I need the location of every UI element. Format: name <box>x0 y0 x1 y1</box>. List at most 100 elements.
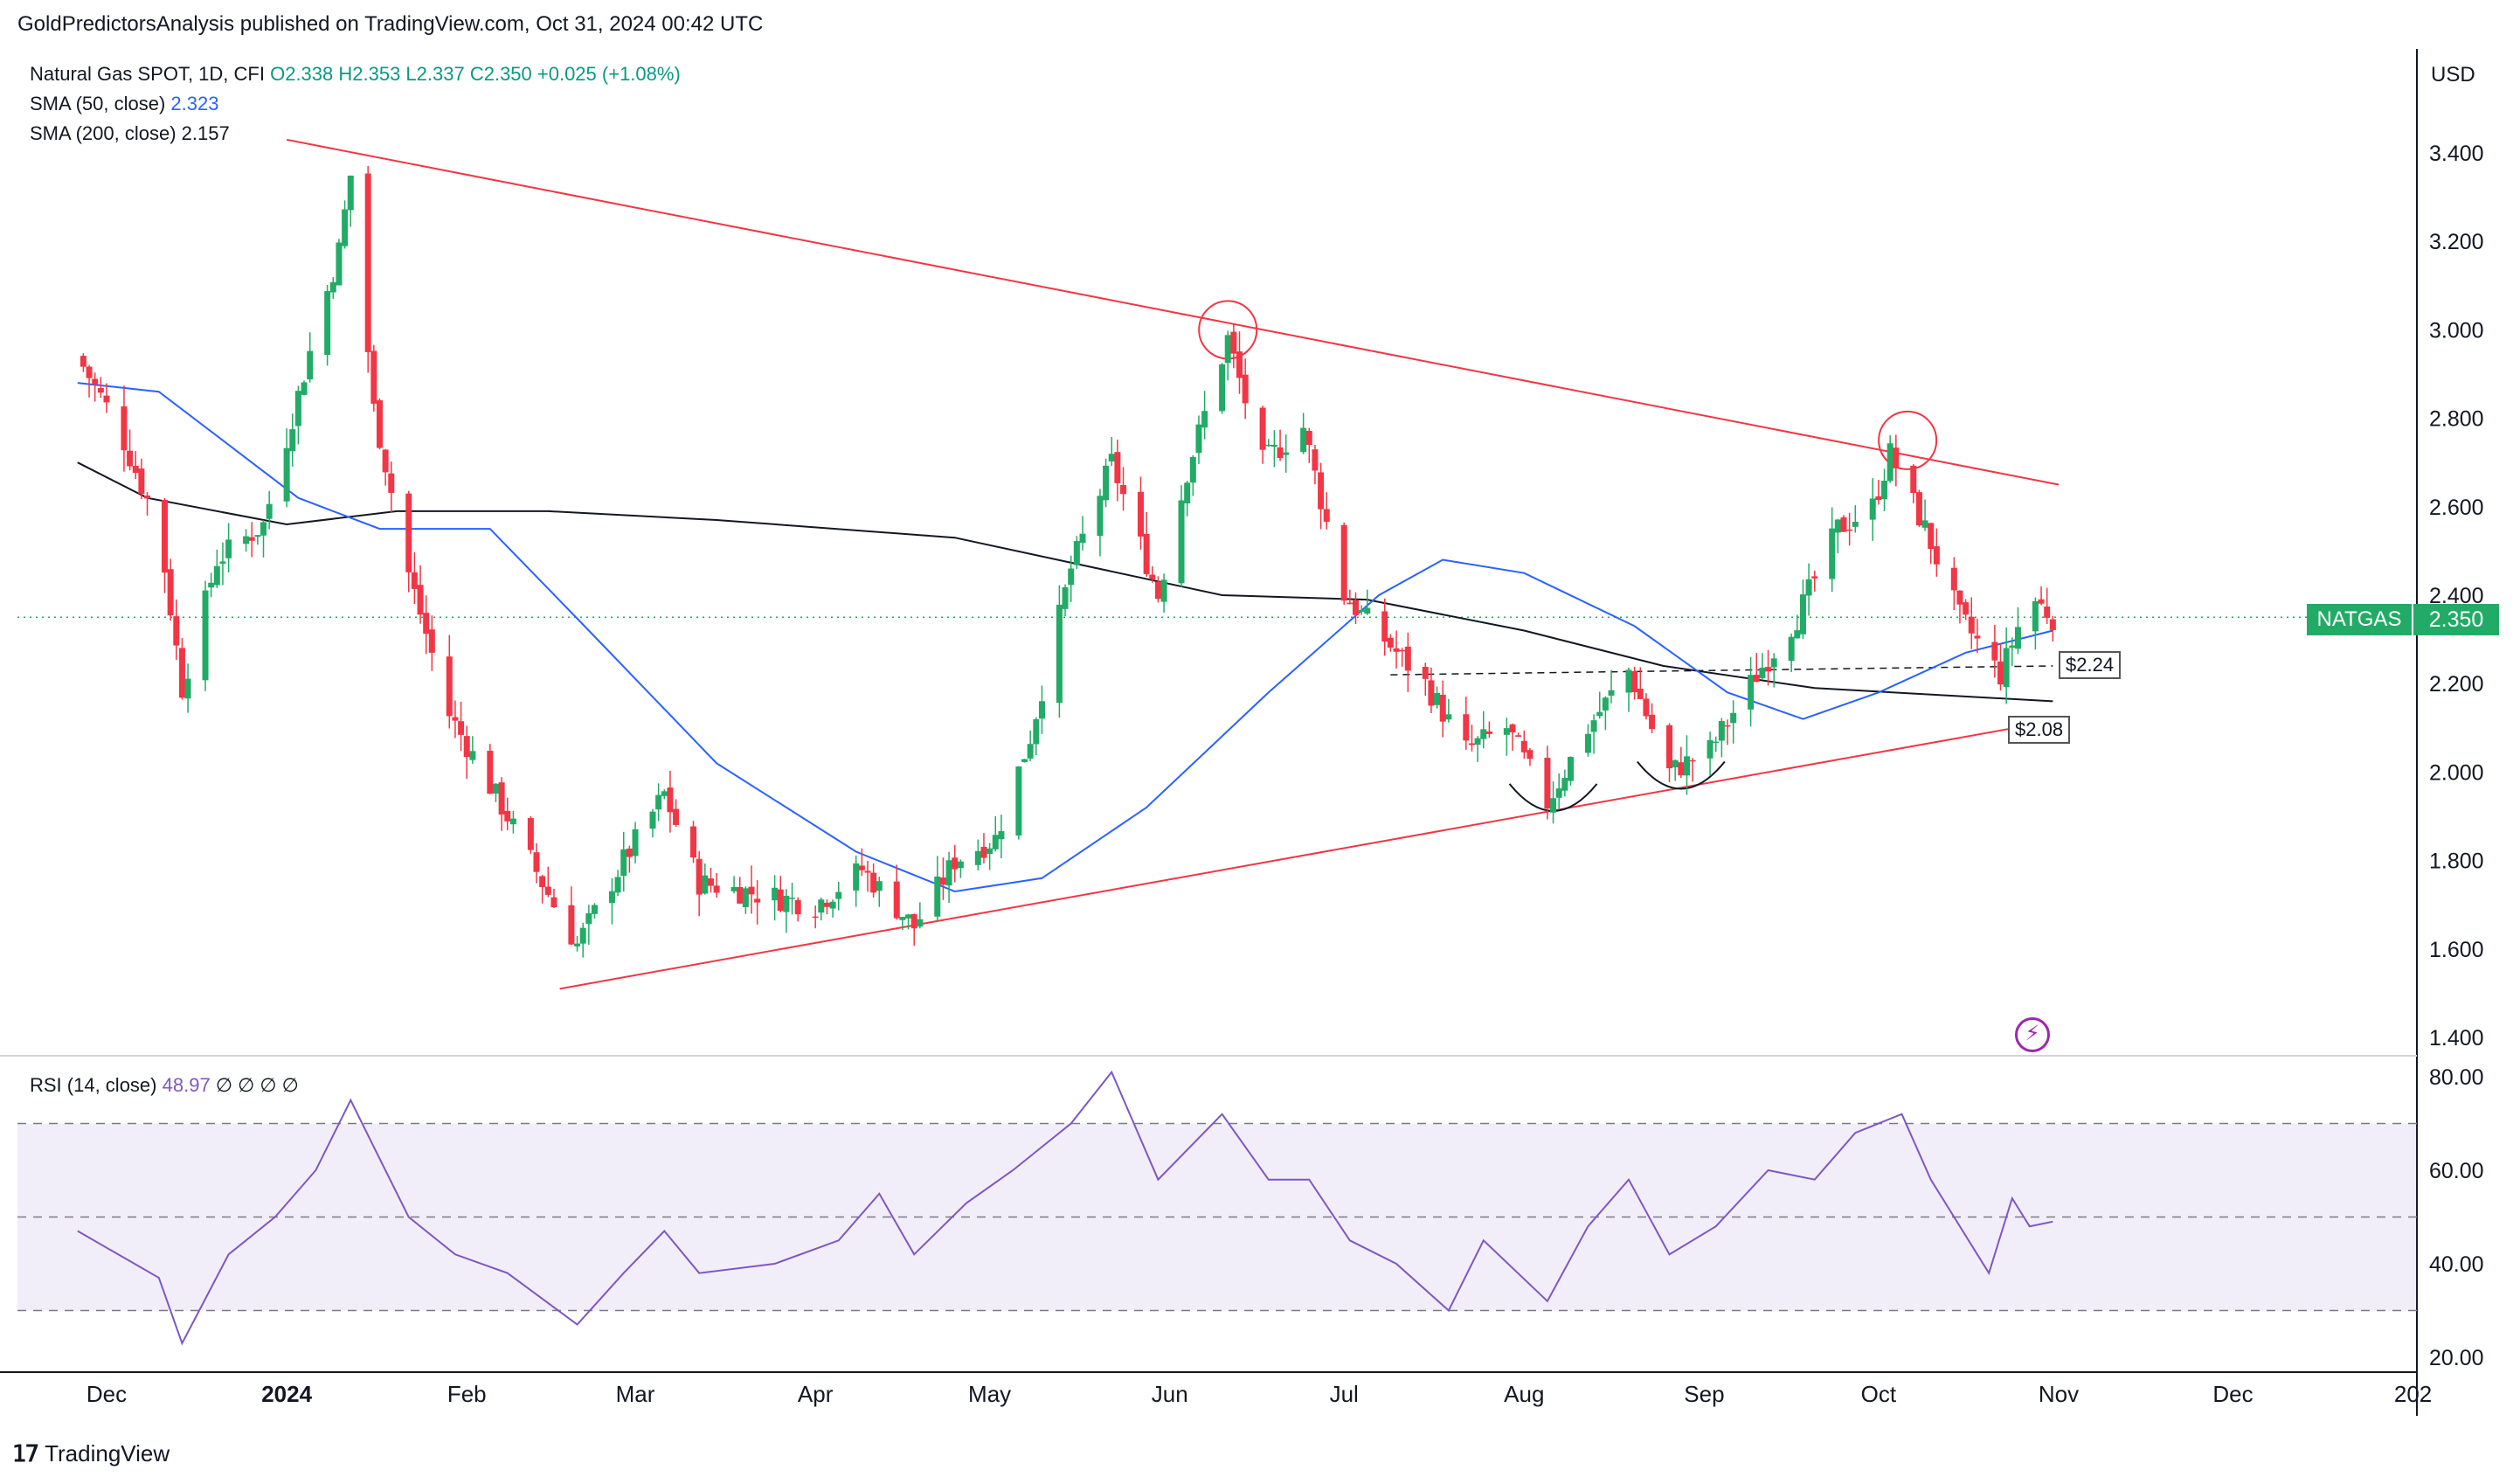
candle-body <box>1236 351 1243 378</box>
candle-body <box>823 902 830 907</box>
candle-body <box>509 818 516 825</box>
candle-body <box>161 499 168 573</box>
sma50-line[interactable] <box>77 382 2053 893</box>
candle-body <box>1707 739 1713 759</box>
price-tick-label: 2.600 <box>2429 496 2484 520</box>
candle-body <box>1265 444 1272 447</box>
candle-body <box>550 897 557 908</box>
candle-body <box>1103 465 1110 501</box>
candle-body <box>1068 568 1075 586</box>
candle-body <box>1062 586 1069 609</box>
candle-body <box>1137 491 1144 537</box>
rsi-tick-label: 80.00 <box>2429 1065 2484 1090</box>
candle-body <box>1312 449 1319 471</box>
time-tick-label: Dec <box>87 1381 127 1407</box>
candle-body <box>1829 528 1836 579</box>
candle-body <box>86 366 93 378</box>
candle-body <box>1748 675 1755 710</box>
rsi-extras: ∅ ∅ ∅ ∅ <box>215 1074 299 1096</box>
overlay-layer <box>17 138 2417 990</box>
candle-body <box>1602 697 1609 711</box>
candle-body <box>579 927 586 944</box>
trendline[interactable] <box>559 718 2065 990</box>
rsi-line[interactable] <box>77 1070 2053 1346</box>
time-tick-label: Sep <box>1684 1381 1724 1407</box>
bottom-arc[interactable] <box>1637 760 1726 790</box>
candles-layer <box>80 166 2056 958</box>
price-tick-label: 2.800 <box>2429 407 2484 432</box>
candle-body <box>1073 541 1080 565</box>
candle-body <box>934 876 941 917</box>
candle-body <box>138 468 145 495</box>
candle-body <box>829 901 836 909</box>
candle-body <box>980 846 987 858</box>
sma50-row[interactable]: SMA (50, close) 2.323 <box>30 89 681 119</box>
candle-body <box>428 629 435 653</box>
candle-body <box>347 175 354 211</box>
candle-body <box>893 881 900 919</box>
candle-body <box>783 895 790 912</box>
support-dashed-line[interactable] <box>1390 665 2053 676</box>
candle-body <box>1550 798 1557 813</box>
candle-body <box>1788 636 1795 662</box>
chart-legend[interactable]: Natural Gas SPOT, 1D, CFI O2.338 H2.353 … <box>30 59 681 149</box>
candle-body <box>127 450 134 467</box>
candle-body <box>504 810 511 822</box>
candle-body <box>899 916 906 920</box>
candle-body <box>1097 496 1104 537</box>
symbol-row[interactable]: Natural Gas SPOT, 1D, CFI O2.338 H2.353 … <box>30 59 681 89</box>
candle-body <box>463 736 470 758</box>
candle-body <box>870 872 877 893</box>
candle-body <box>939 877 946 885</box>
candle-body <box>772 887 779 901</box>
lightning-icon[interactable]: ⚡ <box>2015 1017 2050 1052</box>
time-tick-label: Mar <box>616 1381 655 1407</box>
candle-body <box>132 465 139 474</box>
candle-body <box>1358 609 1365 612</box>
candle-body <box>1520 740 1527 752</box>
rsi-legend[interactable]: RSI (14, close) 48.97 ∅ ∅ ∅ ∅ <box>30 1074 299 1097</box>
highlight-circle[interactable] <box>1878 410 1938 470</box>
candle-body <box>1584 733 1591 753</box>
candle-body <box>2049 619 2056 630</box>
candle-body <box>1201 411 1208 428</box>
candle-body <box>1928 523 1935 550</box>
candle-body <box>2032 600 2039 632</box>
candle-body <box>574 943 581 947</box>
sma200-line[interactable] <box>77 461 2053 703</box>
level-224-label[interactable]: $2.24 <box>2059 651 2122 679</box>
rsi-band-layer <box>17 1122 2417 1312</box>
sma200-row[interactable]: SMA (200, close) 2.157 <box>30 119 681 149</box>
candle-body <box>910 913 917 929</box>
publisher-line: GoldPredictorsAnalysis published on Trad… <box>17 12 764 36</box>
trendline[interactable] <box>286 138 2060 486</box>
candle-body <box>1683 756 1690 776</box>
candle-body <box>103 395 110 403</box>
candle-body <box>1021 759 1028 762</box>
candle-body <box>1259 407 1266 450</box>
candle-body <box>1277 447 1284 459</box>
level-208-label[interactable]: $2.08 <box>2008 716 2071 744</box>
candle-body <box>1713 741 1720 744</box>
candle-body <box>1428 680 1435 706</box>
candle-body <box>208 582 215 588</box>
candle-body <box>876 881 883 891</box>
candle-body <box>673 808 680 825</box>
currency-button[interactable]: USD <box>2431 63 2475 87</box>
candle-body <box>812 916 819 919</box>
candle-body <box>487 751 494 794</box>
price-tick-label: 3.400 <box>2429 142 2484 166</box>
candle-body <box>2003 648 2010 688</box>
candle-body <box>1468 743 1475 745</box>
time-tick-label: Oct <box>1861 1381 1897 1407</box>
candle-body <box>1027 744 1034 759</box>
candle-body <box>1875 496 1882 500</box>
footer-brand[interactable]: 𝟣𝟩 TradingView <box>12 1440 170 1467</box>
candle-body <box>254 535 261 537</box>
time-tick-label: Nov <box>2039 1381 2079 1407</box>
candle-body <box>1910 465 1917 494</box>
candle-body <box>730 886 737 891</box>
candle-body <box>1968 616 1975 634</box>
price-tick-label: 2.200 <box>2429 672 2484 697</box>
